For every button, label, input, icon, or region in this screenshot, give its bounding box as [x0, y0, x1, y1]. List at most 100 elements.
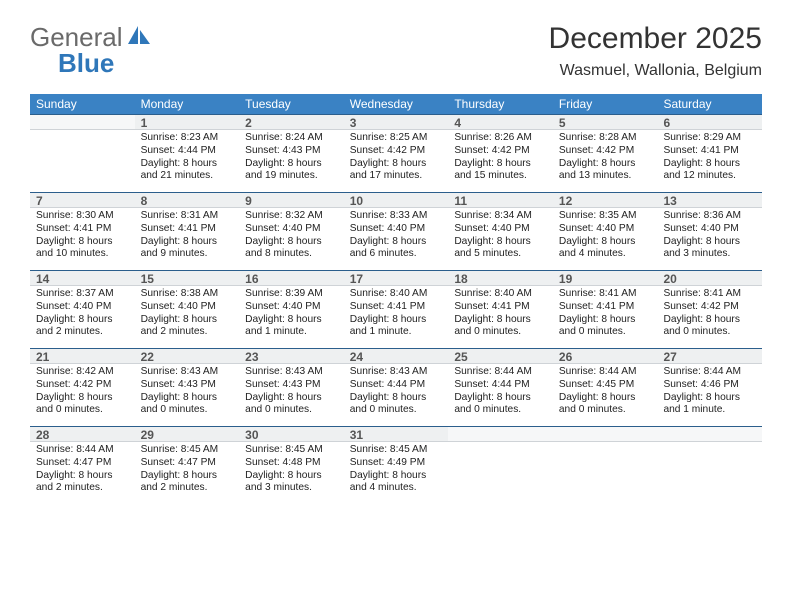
day-line: Sunset: 4:41 PM	[559, 301, 652, 314]
day-line: Sunset: 4:40 PM	[663, 223, 756, 236]
day-content: Sunrise: 8:44 AMSunset: 4:47 PMDaylight:…	[30, 442, 135, 499]
day-number: 23	[239, 348, 344, 364]
day-line: and 6 minutes.	[350, 248, 443, 261]
day-line: and 4 minutes.	[350, 482, 443, 495]
day-line: Daylight: 8 hours	[350, 158, 443, 171]
day-content: Sunrise: 8:45 AMSunset: 4:49 PMDaylight:…	[344, 442, 449, 499]
calendar-cell: 8Sunrise: 8:31 AMSunset: 4:41 PMDaylight…	[135, 192, 240, 270]
day-number: 17	[344, 270, 449, 286]
day-line: and 0 minutes.	[350, 404, 443, 417]
day-line: and 0 minutes.	[454, 404, 547, 417]
day-line: and 15 minutes.	[454, 170, 547, 183]
calendar-cell: 25Sunrise: 8:44 AMSunset: 4:44 PMDayligh…	[448, 348, 553, 426]
day-line: Sunrise: 8:44 AM	[454, 366, 547, 379]
day-line: and 0 minutes.	[559, 404, 652, 417]
day-line: Sunrise: 8:39 AM	[245, 288, 338, 301]
day-content: Sunrise: 8:41 AMSunset: 4:42 PMDaylight:…	[657, 286, 762, 343]
day-content: Sunrise: 8:28 AMSunset: 4:42 PMDaylight:…	[553, 130, 658, 187]
day-content: Sunrise: 8:43 AMSunset: 4:43 PMDaylight:…	[135, 364, 240, 421]
day-content: Sunrise: 8:42 AMSunset: 4:42 PMDaylight:…	[30, 364, 135, 421]
day-line: Sunrise: 8:38 AM	[141, 288, 234, 301]
day-line: Daylight: 8 hours	[141, 470, 234, 483]
day-line: Sunset: 4:41 PM	[141, 223, 234, 236]
week-row: 7Sunrise: 8:30 AMSunset: 4:41 PMDaylight…	[30, 192, 762, 270]
day-line: Daylight: 8 hours	[245, 236, 338, 249]
calendar-cell: 4Sunrise: 8:26 AMSunset: 4:42 PMDaylight…	[448, 114, 553, 192]
day-number: 1	[135, 114, 240, 130]
day-number: 4	[448, 114, 553, 130]
day-line: Sunset: 4:43 PM	[245, 145, 338, 158]
day-number	[30, 114, 135, 130]
day-content: Sunrise: 8:40 AMSunset: 4:41 PMDaylight:…	[344, 286, 449, 343]
day-line: and 17 minutes.	[350, 170, 443, 183]
day-header-cell: Wednesday	[344, 94, 449, 114]
calendar-cell	[30, 114, 135, 192]
day-content: Sunrise: 8:36 AMSunset: 4:40 PMDaylight:…	[657, 208, 762, 265]
calendar-cell	[448, 426, 553, 504]
day-number: 20	[657, 270, 762, 286]
calendar-cell: 18Sunrise: 8:40 AMSunset: 4:41 PMDayligh…	[448, 270, 553, 348]
day-line: Daylight: 8 hours	[559, 392, 652, 405]
day-line: Sunrise: 8:37 AM	[36, 288, 129, 301]
day-line: Sunrise: 8:45 AM	[141, 444, 234, 457]
calendar-cell: 1Sunrise: 8:23 AMSunset: 4:44 PMDaylight…	[135, 114, 240, 192]
calendar-cell: 14Sunrise: 8:37 AMSunset: 4:40 PMDayligh…	[30, 270, 135, 348]
location: Wasmuel, Wallonia, Belgium	[549, 62, 762, 80]
day-number: 27	[657, 348, 762, 364]
day-line: and 2 minutes.	[141, 482, 234, 495]
day-line: and 12 minutes.	[663, 170, 756, 183]
day-content: Sunrise: 8:24 AMSunset: 4:43 PMDaylight:…	[239, 130, 344, 187]
day-line: and 2 minutes.	[141, 326, 234, 339]
day-line: Sunset: 4:43 PM	[141, 379, 234, 392]
day-header-cell: Monday	[135, 94, 240, 114]
day-line: Daylight: 8 hours	[36, 314, 129, 327]
day-line: Daylight: 8 hours	[141, 158, 234, 171]
day-line: Daylight: 8 hours	[559, 236, 652, 249]
day-content: Sunrise: 8:44 AMSunset: 4:45 PMDaylight:…	[553, 364, 658, 421]
day-number: 16	[239, 270, 344, 286]
day-line: Sunrise: 8:44 AM	[559, 366, 652, 379]
day-number: 5	[553, 114, 658, 130]
day-content: Sunrise: 8:44 AMSunset: 4:44 PMDaylight:…	[448, 364, 553, 421]
day-line: Sunset: 4:42 PM	[454, 145, 547, 158]
week-row: 21Sunrise: 8:42 AMSunset: 4:42 PMDayligh…	[30, 348, 762, 426]
day-line: and 5 minutes.	[454, 248, 547, 261]
day-content	[657, 442, 762, 448]
day-line: Sunrise: 8:45 AM	[245, 444, 338, 457]
day-line: and 10 minutes.	[36, 248, 129, 261]
day-content: Sunrise: 8:38 AMSunset: 4:40 PMDaylight:…	[135, 286, 240, 343]
day-number: 14	[30, 270, 135, 286]
day-number: 29	[135, 426, 240, 442]
day-header-row: SundayMondayTuesdayWednesdayThursdayFrid…	[30, 94, 762, 114]
day-content: Sunrise: 8:33 AMSunset: 4:40 PMDaylight:…	[344, 208, 449, 265]
day-line: Sunrise: 8:30 AM	[36, 210, 129, 223]
day-line: Daylight: 8 hours	[454, 392, 547, 405]
day-line: Daylight: 8 hours	[663, 236, 756, 249]
day-line: Sunset: 4:40 PM	[245, 301, 338, 314]
weeks-container: 1Sunrise: 8:23 AMSunset: 4:44 PMDaylight…	[30, 114, 762, 504]
day-line: Daylight: 8 hours	[141, 236, 234, 249]
day-line: Sunset: 4:42 PM	[559, 145, 652, 158]
calendar-cell	[553, 426, 658, 504]
day-number: 3	[344, 114, 449, 130]
header: General Blue December 2025 Wasmuel, Wall…	[0, 0, 792, 94]
day-header-cell: Friday	[553, 94, 658, 114]
day-header-cell: Tuesday	[239, 94, 344, 114]
day-line: and 1 minute.	[245, 326, 338, 339]
day-line: Daylight: 8 hours	[663, 392, 756, 405]
day-line: Sunset: 4:44 PM	[454, 379, 547, 392]
day-number: 13	[657, 192, 762, 208]
day-line: Sunset: 4:48 PM	[245, 457, 338, 470]
calendar-cell: 26Sunrise: 8:44 AMSunset: 4:45 PMDayligh…	[553, 348, 658, 426]
day-line: Sunset: 4:49 PM	[350, 457, 443, 470]
day-line: Sunset: 4:40 PM	[454, 223, 547, 236]
day-line: Sunrise: 8:41 AM	[559, 288, 652, 301]
day-line: and 0 minutes.	[141, 404, 234, 417]
calendar-cell: 10Sunrise: 8:33 AMSunset: 4:40 PMDayligh…	[344, 192, 449, 270]
day-content	[30, 130, 135, 136]
day-line: Sunrise: 8:40 AM	[350, 288, 443, 301]
day-content: Sunrise: 8:34 AMSunset: 4:40 PMDaylight:…	[448, 208, 553, 265]
day-line: Daylight: 8 hours	[454, 236, 547, 249]
day-number: 7	[30, 192, 135, 208]
day-line: Sunrise: 8:29 AM	[663, 132, 756, 145]
